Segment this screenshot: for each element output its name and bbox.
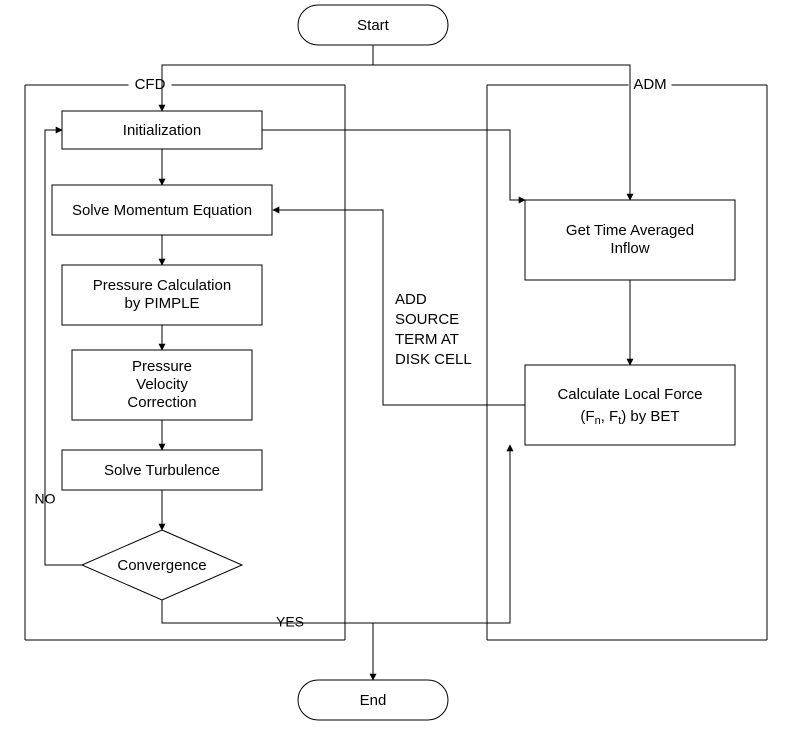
svg-text:by PIMPLE: by PIMPLE bbox=[124, 295, 199, 312]
svg-text:Inflow: Inflow bbox=[610, 240, 649, 257]
svg-text:Get Time Averaged: Get Time Averaged bbox=[566, 222, 694, 239]
svg-text:Solve Turbulence: Solve Turbulence bbox=[104, 462, 220, 479]
svg-text:SOURCE: SOURCE bbox=[395, 311, 459, 328]
svg-text:Solve Momentum Equation: Solve Momentum Equation bbox=[72, 202, 252, 219]
svg-text:Initialization: Initialization bbox=[123, 122, 201, 139]
svg-text:Correction: Correction bbox=[127, 394, 196, 411]
svg-text:Pressure Calculation: Pressure Calculation bbox=[93, 277, 231, 294]
svg-text:YES: YES bbox=[276, 614, 304, 630]
flowchart-canvas: CFD ADM Start Initialization Solve Momentum … bbox=[0, 0, 791, 743]
svg-text:Convergence: Convergence bbox=[117, 557, 206, 574]
process-local-force bbox=[525, 365, 735, 445]
svg-text:End: End bbox=[360, 692, 387, 709]
svg-text:NO: NO bbox=[35, 491, 56, 507]
svg-text:DISK CELL: DISK CELL bbox=[395, 351, 472, 368]
svg-text:CFD: CFD bbox=[135, 76, 166, 93]
svg-text:Calculate Local Force: Calculate Local Force bbox=[557, 386, 702, 403]
svg-text:Velocity: Velocity bbox=[136, 376, 188, 393]
svg-text:Start: Start bbox=[357, 17, 390, 34]
svg-text:TERM AT: TERM AT bbox=[395, 331, 459, 348]
svg-text:ADM: ADM bbox=[633, 76, 666, 93]
svg-text:ADD: ADD bbox=[395, 291, 427, 308]
svg-text:Pressure: Pressure bbox=[132, 358, 192, 375]
